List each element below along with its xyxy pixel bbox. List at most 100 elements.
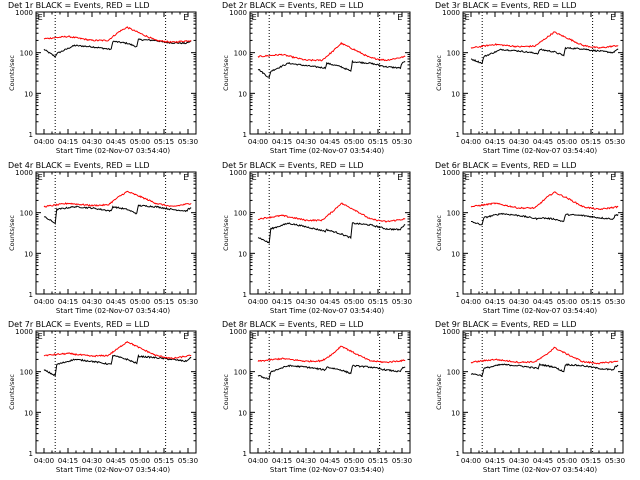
- y-tick-label: 10: [238, 90, 247, 98]
- x-tick-label: 04:45: [106, 457, 126, 465]
- event-marker-label: E: [183, 332, 188, 341]
- panel-det-4: Det 4r BLACK = Events, RED = LLD 1 10 100 10…: [8, 161, 198, 315]
- lld-series-line: [43, 341, 192, 360]
- plot-frame: [35, 171, 197, 295]
- event-marker-label: E: [183, 13, 188, 22]
- x-tick-label: 04:30: [509, 138, 529, 146]
- y-axis-label: Counts/sec: [222, 215, 230, 251]
- x-tick-label: 04:45: [533, 457, 553, 465]
- plot-frame: [462, 11, 624, 135]
- x-tick-label: 04:45: [533, 138, 553, 146]
- event-marker-label: E: [610, 173, 615, 182]
- y-tick-label: 100: [447, 369, 460, 377]
- lld-series-line: [43, 26, 192, 44]
- x-tick-label: 04:45: [320, 138, 340, 146]
- y-tick-label: 1000: [229, 169, 247, 177]
- y-tick-label: 1000: [15, 328, 33, 336]
- panel-det-9: Det 9r BLACK = Events, RED = LLD 1 10 100 10…: [435, 320, 625, 474]
- x-tick-label: 05:30: [178, 298, 198, 306]
- panel-det-1: Det 1r BLACK = Events, RED = LLD 1 10 100 10…: [8, 1, 198, 155]
- plot-frame: [249, 330, 411, 454]
- x-axis-label: Start Time (02-Nov-07 03:54:40): [270, 466, 384, 474]
- x-axis-label: Start Time (02-Nov-07 03:54:40): [56, 307, 170, 315]
- y-tick-label: 1000: [229, 328, 247, 336]
- x-axis-label: Start Time (02-Nov-07 03:54:40): [56, 466, 170, 474]
- x-tick-label: 05:15: [581, 298, 601, 306]
- x-tick-label: 04:30: [296, 138, 316, 146]
- events-series-line: [470, 46, 619, 65]
- x-tick-label: 04:15: [485, 457, 505, 465]
- events-series-line: [43, 354, 192, 377]
- plot-frame: [249, 171, 411, 295]
- x-tick-label: 04:00: [248, 138, 268, 146]
- x-axis-label: Start Time (02-Nov-07 03:54:40): [483, 466, 597, 474]
- x-tick-label: 05:15: [368, 138, 388, 146]
- y-tick-label: 100: [234, 369, 247, 377]
- event-marker-label: E: [38, 173, 43, 182]
- y-tick-label: 1: [456, 291, 460, 299]
- event-marker-label: E: [465, 173, 470, 182]
- y-tick-label: 100: [234, 210, 247, 218]
- x-tick-label: 04:30: [296, 298, 316, 306]
- y-axis-label: Counts/sec: [8, 215, 16, 251]
- panel-title: Det 3r BLACK = Events, RED = LLD: [435, 1, 577, 10]
- x-tick-label: 05:15: [154, 457, 174, 465]
- y-tick-label: 10: [238, 409, 247, 417]
- event-marker-label: E: [38, 13, 43, 22]
- x-tick-label: 04:15: [272, 298, 292, 306]
- y-tick-label: 1000: [15, 169, 33, 177]
- panel-det-3: Det 3r BLACK = Events, RED = LLD 1 10 100 10…: [435, 1, 625, 155]
- x-tick-label: 05:00: [344, 138, 364, 146]
- panel-det-7: Det 7r BLACK = Events, RED = LLD 1 10 100 10…: [8, 320, 198, 474]
- y-axis-label: Counts/sec: [222, 374, 230, 410]
- x-tick-label: 05:30: [178, 138, 198, 146]
- y-tick-label: 1: [243, 291, 247, 299]
- y-tick-label: 1000: [442, 9, 460, 17]
- panel-title: Det 7r BLACK = Events, RED = LLD: [8, 320, 150, 329]
- y-tick-label: 1000: [229, 9, 247, 17]
- x-tick-label: 04:15: [485, 298, 505, 306]
- x-tick-label: 04:30: [82, 457, 102, 465]
- y-axis-label: Counts/sec: [435, 55, 443, 91]
- y-tick-label: 1000: [442, 328, 460, 336]
- x-tick-label: 05:30: [392, 298, 412, 306]
- plot-frame: [35, 11, 197, 135]
- x-tick-label: 04:15: [58, 138, 78, 146]
- lld-series-line: [470, 191, 619, 211]
- x-tick-label: 05:30: [178, 457, 198, 465]
- y-tick-label: 100: [234, 50, 247, 58]
- x-tick-label: 04:30: [296, 457, 316, 465]
- plot-frame: [249, 11, 411, 135]
- x-tick-label: 04:00: [248, 298, 268, 306]
- panel-det-6: Det 6r BLACK = Events, RED = LLD 1 10 100 10…: [435, 161, 625, 315]
- panel-det-2: Det 2r BLACK = Events, RED = LLD 1 10 100 10…: [222, 1, 412, 155]
- y-tick-label: 100: [447, 50, 460, 58]
- event-marker-label: E: [610, 332, 615, 341]
- panel-title: Det 4r BLACK = Events, RED = LLD: [8, 161, 150, 170]
- y-tick-label: 1: [29, 131, 33, 139]
- y-tick-label: 10: [24, 409, 33, 417]
- event-marker-label: E: [610, 13, 615, 22]
- event-marker-label: E: [252, 332, 257, 341]
- event-marker-label: E: [252, 173, 257, 182]
- y-tick-label: 10: [451, 250, 460, 258]
- x-tick-label: 05:00: [130, 457, 150, 465]
- events-series-line: [257, 222, 406, 244]
- events-series-line: [470, 362, 619, 378]
- events-series-line: [43, 204, 192, 225]
- y-tick-label: 1: [243, 450, 247, 458]
- plot-frame: [462, 171, 624, 295]
- x-tick-label: 05:00: [557, 138, 577, 146]
- event-marker-label: E: [183, 173, 188, 182]
- lld-series-line: [470, 346, 619, 365]
- x-tick-label: 05:15: [368, 298, 388, 306]
- events-series-line: [257, 364, 406, 380]
- y-tick-label: 100: [20, 369, 33, 377]
- events-series-line: [471, 212, 619, 226]
- x-tick-label: 05:00: [557, 298, 577, 306]
- x-tick-label: 05:00: [557, 457, 577, 465]
- x-tick-label: 05:15: [154, 298, 174, 306]
- y-tick-label: 1: [243, 131, 247, 139]
- x-tick-label: 05:00: [344, 457, 364, 465]
- x-tick-label: 04:00: [34, 298, 54, 306]
